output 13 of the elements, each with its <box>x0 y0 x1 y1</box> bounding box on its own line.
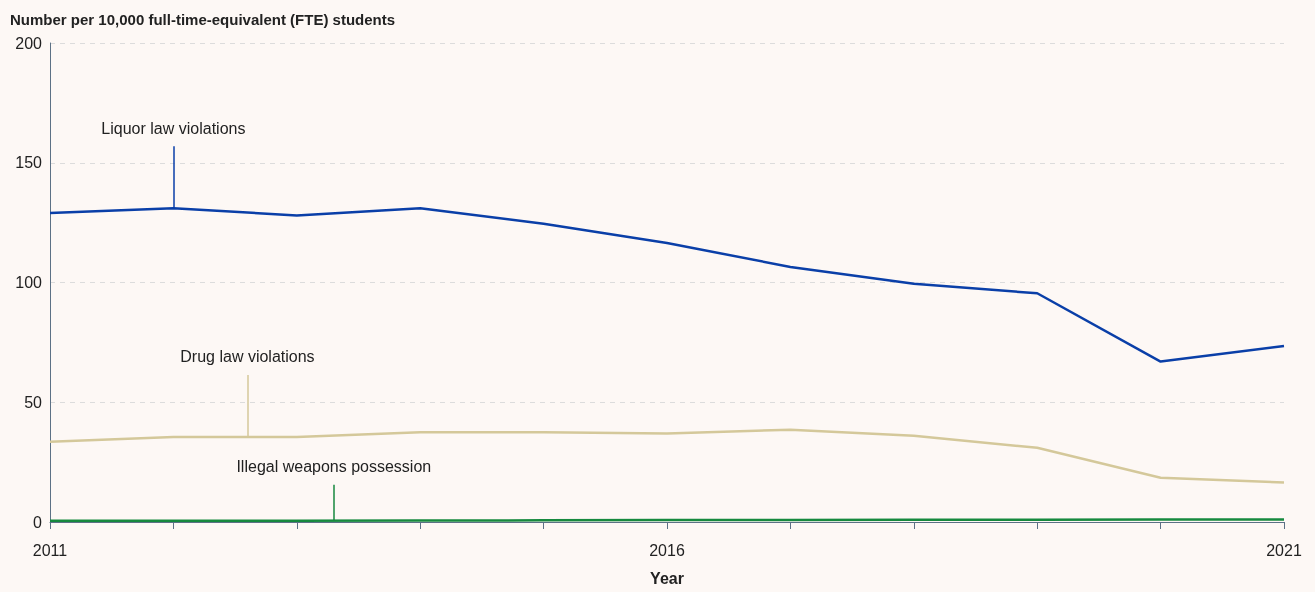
x-tick-label: 2016 <box>649 541 685 559</box>
y-tick-label: 200 <box>15 34 43 52</box>
x-axis-title: Year <box>650 569 684 587</box>
text: Drug law violations <box>180 348 315 366</box>
text: Illegal weapons possession <box>236 458 432 476</box>
x-tick-label: 2021 <box>1266 541 1302 559</box>
y-tick-label: 0 <box>33 513 43 531</box>
text: Liquor law violations <box>101 119 246 137</box>
y-tick-label: 100 <box>15 274 43 291</box>
y-axis-title: Number per 10,000 full-time-equivalent (FTE) students <box>10 11 396 28</box>
y-tick-label: 150 <box>15 154 43 172</box>
y-tick-label: 50 <box>24 393 43 411</box>
x-tick-label: 2011 <box>32 541 68 559</box>
